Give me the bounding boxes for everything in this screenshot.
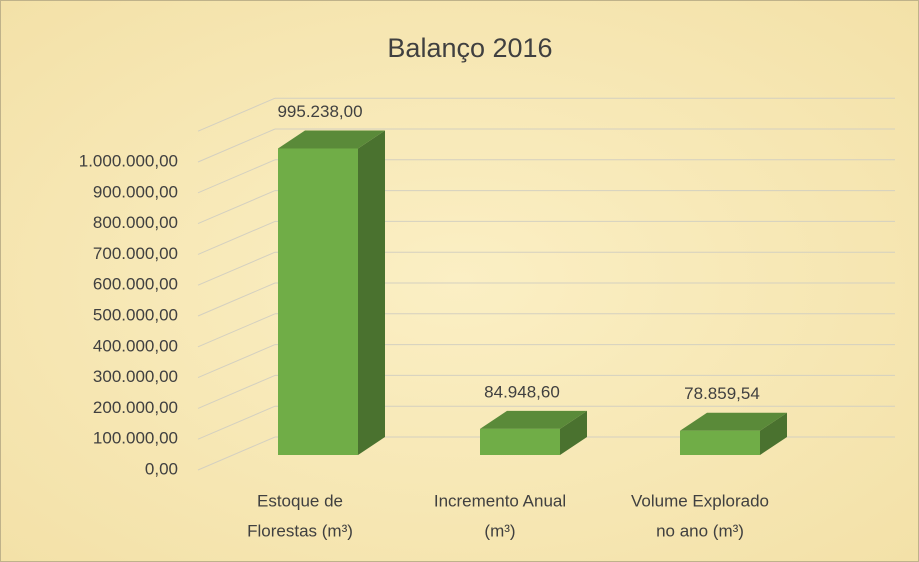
grid-line bbox=[197, 405, 276, 440]
y-tick-label: 900.000,00 bbox=[93, 182, 178, 201]
x-tick-label: (m³) bbox=[484, 521, 515, 540]
grid-line bbox=[197, 190, 276, 225]
bar bbox=[278, 148, 358, 456]
bar-top bbox=[480, 410, 587, 429]
y-tick-label: 700.000,00 bbox=[93, 244, 178, 263]
grid-line bbox=[197, 282, 276, 317]
x-tick-label: Florestas (m³) bbox=[247, 521, 353, 540]
grid-line bbox=[197, 128, 276, 163]
y-tick-label: 500.000,00 bbox=[93, 305, 178, 324]
bar bbox=[480, 428, 560, 455]
y-tick-label: 0,00 bbox=[145, 459, 178, 478]
y-tick-label: 1.000.000,00 bbox=[79, 151, 178, 170]
grid-line bbox=[197, 251, 276, 286]
data-label: 995.238,00 bbox=[277, 102, 362, 121]
x-tick-label: Incremento Anual bbox=[434, 491, 566, 510]
grid-line bbox=[197, 159, 276, 194]
chart-title: Balanço 2016 bbox=[387, 33, 552, 63]
grid-line bbox=[197, 344, 276, 379]
grid-line bbox=[197, 374, 276, 409]
y-tick-label: 400.000,00 bbox=[93, 336, 178, 355]
data-label: 78.859,54 bbox=[684, 384, 760, 403]
bar-side bbox=[560, 410, 587, 455]
grid-line bbox=[197, 97, 276, 132]
bar-top bbox=[278, 130, 385, 149]
y-tick-label: 100.000,00 bbox=[93, 429, 178, 448]
grid-line bbox=[197, 436, 276, 471]
bar-top bbox=[680, 412, 787, 431]
y-tick-label: 200.000,00 bbox=[93, 398, 178, 417]
bar-side bbox=[760, 412, 787, 455]
bar-side bbox=[358, 130, 385, 456]
bar bbox=[680, 430, 760, 455]
grid-line bbox=[197, 220, 276, 255]
x-tick-label: Estoque de bbox=[257, 491, 343, 510]
x-tick-label: Volume Explorado bbox=[631, 491, 769, 510]
y-tick-label: 300.000,00 bbox=[93, 367, 178, 386]
grid-line bbox=[197, 313, 276, 348]
data-label: 84.948,60 bbox=[484, 382, 560, 401]
x-tick-label: no ano (m³) bbox=[656, 521, 744, 540]
y-tick-label: 800.000,00 bbox=[93, 213, 178, 232]
y-tick-label: 600.000,00 bbox=[93, 275, 178, 294]
